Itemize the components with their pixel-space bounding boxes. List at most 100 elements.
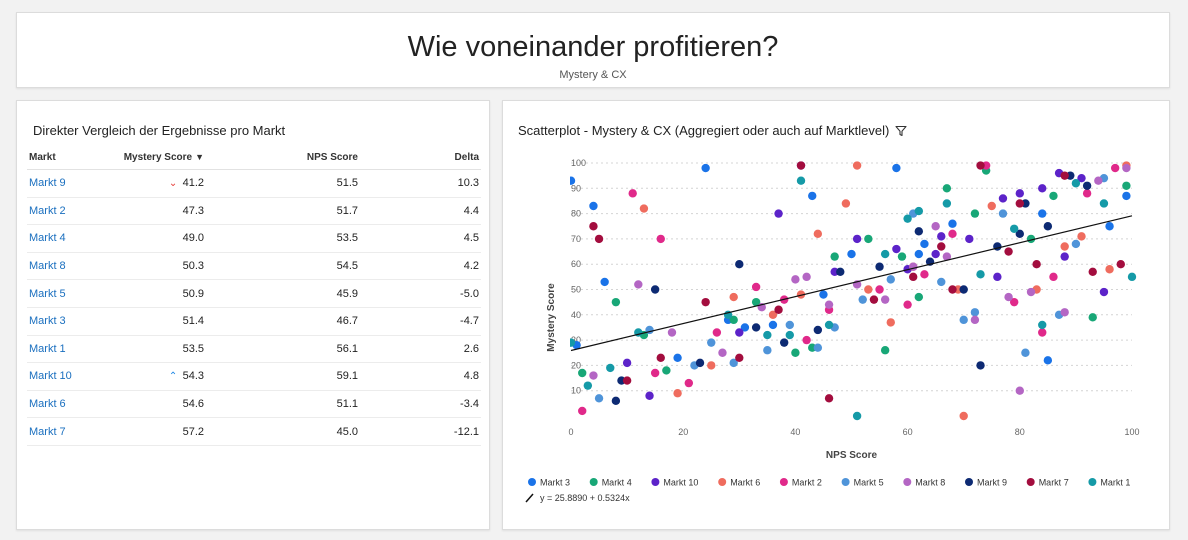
data-point[interactable] <box>802 272 811 282</box>
data-point[interactable] <box>567 338 576 347</box>
data-point[interactable] <box>1122 191 1131 201</box>
data-point[interactable] <box>948 229 957 239</box>
data-point[interactable] <box>836 267 845 276</box>
table-row[interactable]: Markt 10 ⌃ 54.3 59.1 4.8 <box>27 362 481 391</box>
cell-market[interactable]: Markt 6 <box>27 390 119 419</box>
cell-market[interactable]: Markt 1 <box>27 335 119 364</box>
data-point[interactable] <box>892 163 901 173</box>
data-point[interactable] <box>1009 224 1019 233</box>
data-point[interactable] <box>959 411 968 421</box>
data-point[interactable] <box>852 161 862 170</box>
data-point[interactable] <box>914 292 924 302</box>
data-point[interactable] <box>931 222 940 231</box>
data-point[interactable] <box>606 363 615 373</box>
data-point[interactable] <box>920 270 929 279</box>
data-point[interactable] <box>1004 292 1013 302</box>
table-row[interactable]: Markt 2 47.3 51.7 4.4 <box>27 197 481 226</box>
cell-market[interactable]: Markt 10 <box>27 362 119 391</box>
table-row[interactable]: Markt 4 49.0 53.5 4.5 <box>27 224 481 253</box>
data-point[interactable] <box>903 214 912 223</box>
data-point[interactable] <box>1015 386 1024 395</box>
column-header-mystery-score[interactable]: Mystery Score ▼ <box>119 145 204 170</box>
data-point[interactable] <box>903 300 912 309</box>
data-point[interactable] <box>600 277 609 287</box>
data-point[interactable] <box>673 353 682 363</box>
data-point[interactable] <box>763 346 772 355</box>
data-point[interactable] <box>880 295 890 304</box>
cell-market[interactable]: Markt 3 <box>27 307 119 336</box>
data-point[interactable] <box>796 176 806 185</box>
cell-market[interactable]: Markt 2 <box>27 197 119 226</box>
data-point[interactable] <box>931 249 940 259</box>
data-point[interactable] <box>880 249 890 259</box>
data-point[interactable] <box>774 209 783 218</box>
data-point[interactable] <box>1015 189 1024 198</box>
data-point[interactable] <box>892 244 901 254</box>
data-point[interactable] <box>1077 173 1086 183</box>
data-point[interactable] <box>852 234 862 244</box>
data-point[interactable] <box>1032 260 1041 269</box>
data-point[interactable] <box>650 368 660 378</box>
data-point[interactable] <box>1110 163 1120 173</box>
cell-market[interactable]: Markt 4 <box>27 224 119 253</box>
market-link[interactable]: Markt 3 <box>29 315 66 328</box>
column-header-delta[interactable]: Delta <box>358 145 481 170</box>
data-point[interactable] <box>1122 163 1131 173</box>
data-point[interactable] <box>1049 191 1058 201</box>
table-row[interactable]: Markt 3 51.4 46.7 -4.7 <box>27 307 481 336</box>
data-point[interactable] <box>1049 272 1058 282</box>
data-point[interactable] <box>1038 209 1047 218</box>
data-point[interactable] <box>628 189 637 198</box>
data-point[interactable] <box>662 366 671 375</box>
data-point[interactable] <box>735 260 744 269</box>
data-point[interactable] <box>634 280 643 289</box>
data-point[interactable] <box>729 358 738 368</box>
data-point[interactable] <box>645 391 654 400</box>
data-point[interactable] <box>667 328 677 337</box>
data-point[interactable] <box>768 320 778 330</box>
column-header-nps-score[interactable]: NPS Score <box>204 145 358 170</box>
data-point[interactable] <box>1009 297 1019 307</box>
data-point[interactable] <box>791 348 800 357</box>
data-point[interactable] <box>948 219 957 228</box>
filter-icon[interactable] <box>895 125 907 137</box>
data-point[interactable] <box>763 330 772 340</box>
data-point[interactable] <box>1088 313 1097 322</box>
data-point[interactable] <box>611 396 621 406</box>
data-point[interactable] <box>987 201 996 211</box>
data-point[interactable] <box>1077 232 1086 241</box>
data-point[interactable] <box>701 297 710 307</box>
market-link[interactable]: Markt 9 <box>29 177 66 190</box>
data-point[interactable] <box>948 285 957 294</box>
data-point[interactable] <box>914 206 924 216</box>
data-point[interactable] <box>768 310 778 319</box>
data-point[interactable] <box>1082 181 1092 190</box>
data-point[interactable] <box>1122 181 1131 190</box>
data-point[interactable] <box>976 361 985 370</box>
data-point[interactable] <box>942 184 952 193</box>
data-point[interactable] <box>589 371 598 380</box>
data-point[interactable] <box>656 234 665 244</box>
data-point[interactable] <box>937 277 946 287</box>
data-point[interactable] <box>589 222 598 231</box>
market-link[interactable]: Markt 1 <box>29 342 66 355</box>
cell-market[interactable]: Markt 8 <box>27 252 119 281</box>
data-point[interactable] <box>875 262 884 271</box>
data-point[interactable] <box>594 234 604 244</box>
data-point[interactable] <box>959 285 968 294</box>
market-link[interactable]: Markt 5 <box>29 287 66 300</box>
data-point[interactable] <box>796 161 806 170</box>
data-point[interactable] <box>959 315 968 325</box>
data-point[interactable] <box>791 275 800 284</box>
data-point[interactable] <box>1099 199 1109 208</box>
data-point[interactable] <box>701 163 710 173</box>
data-point[interactable] <box>707 338 716 347</box>
data-point[interactable] <box>970 209 980 218</box>
data-point[interactable] <box>864 285 873 294</box>
data-point[interactable] <box>852 411 862 421</box>
data-point[interactable] <box>1060 171 1069 180</box>
market-link[interactable]: Markt 8 <box>29 260 66 273</box>
data-point[interactable] <box>578 368 587 378</box>
data-point[interactable] <box>729 315 738 325</box>
data-point[interactable] <box>594 394 604 403</box>
